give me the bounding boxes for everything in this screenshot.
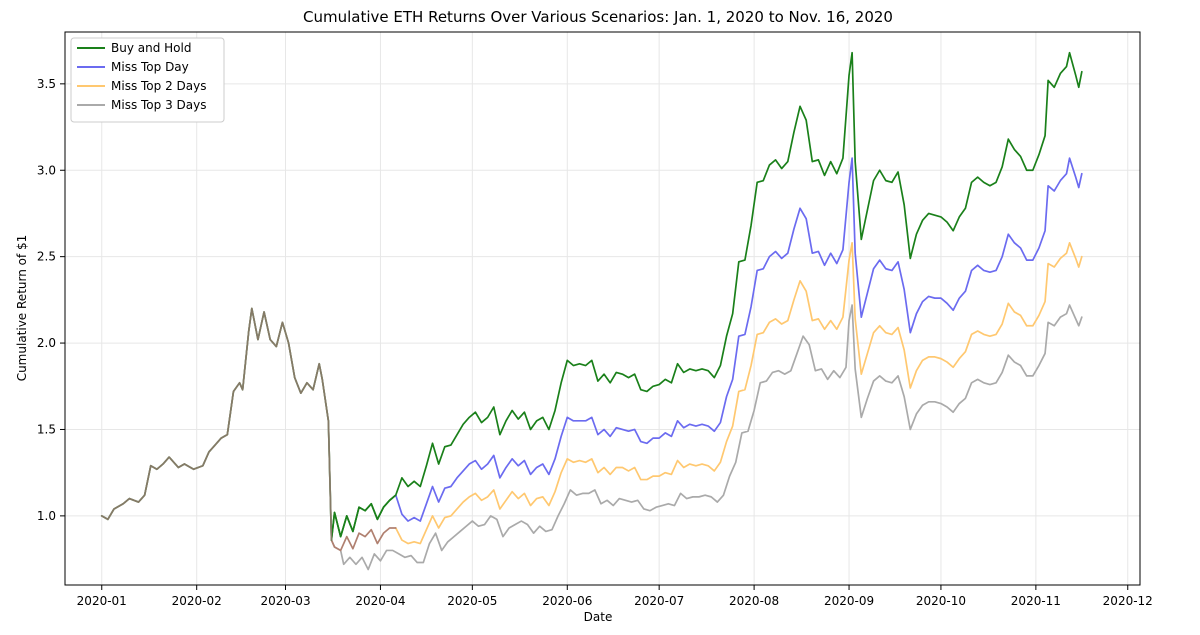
legend-label: Miss Top 2 Days — [111, 79, 206, 93]
series-layer — [100, 51, 1083, 571]
x-tick-label: 2020-09 — [824, 594, 874, 608]
y-axis-label: Cumulative Return of $1 — [15, 235, 29, 382]
y-tick-label: 3.0 — [37, 163, 56, 177]
y-tick-label: 1.0 — [37, 509, 56, 523]
y-tick-label: 1.5 — [37, 422, 56, 436]
legend-label: Buy and Hold — [111, 41, 191, 55]
y-tick-label: 3.5 — [37, 77, 56, 91]
y-axis: 1.0 1.5 2.0 2.5 3.0 3.5 — [37, 77, 65, 523]
x-tick-label: 2020-10 — [916, 594, 966, 608]
plot-frame — [64, 31, 1141, 586]
x-tick-label: 2020-01 — [77, 594, 127, 608]
series-line-6 — [100, 307, 333, 541]
x-tick-label: 2020-05 — [447, 594, 497, 608]
series-line-5 — [330, 494, 397, 541]
chart-title: Cumulative ETH Returns Over Various Scen… — [303, 8, 893, 26]
x-axis-label: Date — [584, 610, 613, 624]
x-tick-label: 2020-04 — [355, 594, 405, 608]
series-line-0 — [100, 51, 1083, 541]
x-tick-label: 2020-06 — [542, 594, 592, 608]
legend-label: Miss Top Day — [111, 60, 189, 74]
y-tick-label: 2.0 — [37, 336, 56, 350]
x-tick-label: 2020-02 — [172, 594, 222, 608]
x-tick-label: 2020-12 — [1103, 594, 1153, 608]
series-line-3 — [100, 304, 1083, 571]
legend: Buy and Hold Miss Top Day Miss Top 2 Days M… — [70, 37, 225, 123]
x-tick-label: 2020-03 — [260, 594, 310, 608]
series-line-4 — [330, 527, 397, 552]
legend-box — [70, 37, 225, 123]
x-tick-label: 2020-07 — [634, 594, 684, 608]
x-axis: 2020-01 2020-02 2020-03 2020-04 2020-05 2020-… — [77, 585, 1153, 608]
series-line-2 — [394, 241, 1083, 545]
x-tick-label: 2020-11 — [1011, 594, 1061, 608]
grid — [65, 32, 1140, 585]
series-line-1 — [394, 157, 1083, 522]
x-tick-label: 2020-08 — [729, 594, 779, 608]
y-tick-label: 2.5 — [37, 250, 56, 264]
legend-label: Miss Top 3 Days — [111, 98, 206, 112]
